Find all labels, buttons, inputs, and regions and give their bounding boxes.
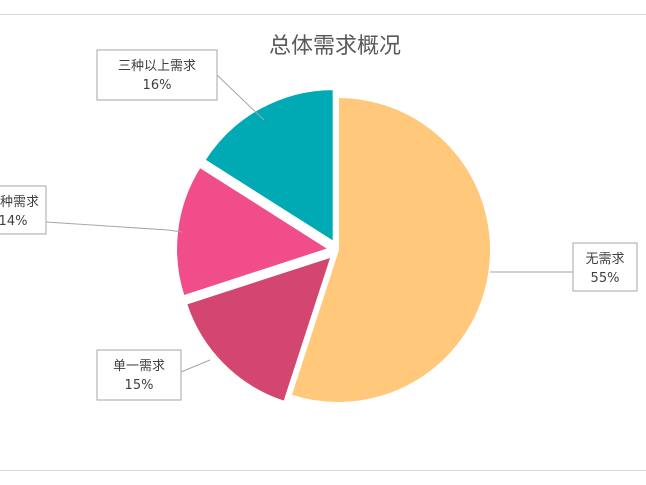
pie-slice-2 <box>184 254 334 404</box>
pie-labels: 无需求 55% 单一需求 15% 两种需求 14% 三种以上需求 16% <box>0 49 638 401</box>
leader-line <box>180 359 211 373</box>
pie-slice-1 <box>289 95 492 404</box>
leader-line <box>216 74 265 121</box>
pie-slices <box>175 88 492 404</box>
label-value: 55% <box>591 271 620 286</box>
label-value: 15% <box>125 378 154 393</box>
label-box <box>0 185 47 235</box>
label-value: 14% <box>0 214 27 229</box>
label-category: 单一需求 <box>113 359 165 374</box>
label-box <box>572 242 638 292</box>
chart-title: 总体需求概况 <box>269 34 401 59</box>
label-value: 16% <box>143 78 172 93</box>
leader-line <box>45 221 183 233</box>
label-category: 两种需求 <box>0 195 39 210</box>
data-label-3: 两种需求 14% <box>0 185 183 235</box>
data-label-1: 无需求 55% <box>490 242 638 292</box>
data-label-2: 单一需求 15% <box>96 349 211 401</box>
label-box <box>96 349 182 401</box>
pie-slice-4 <box>203 88 335 244</box>
label-category: 无需求 <box>585 252 624 267</box>
pie-slice-3 <box>175 165 332 298</box>
data-label-4: 三种以上需求 16% <box>96 49 265 121</box>
label-box <box>96 49 218 101</box>
label-category: 三种以上需求 <box>118 59 196 74</box>
